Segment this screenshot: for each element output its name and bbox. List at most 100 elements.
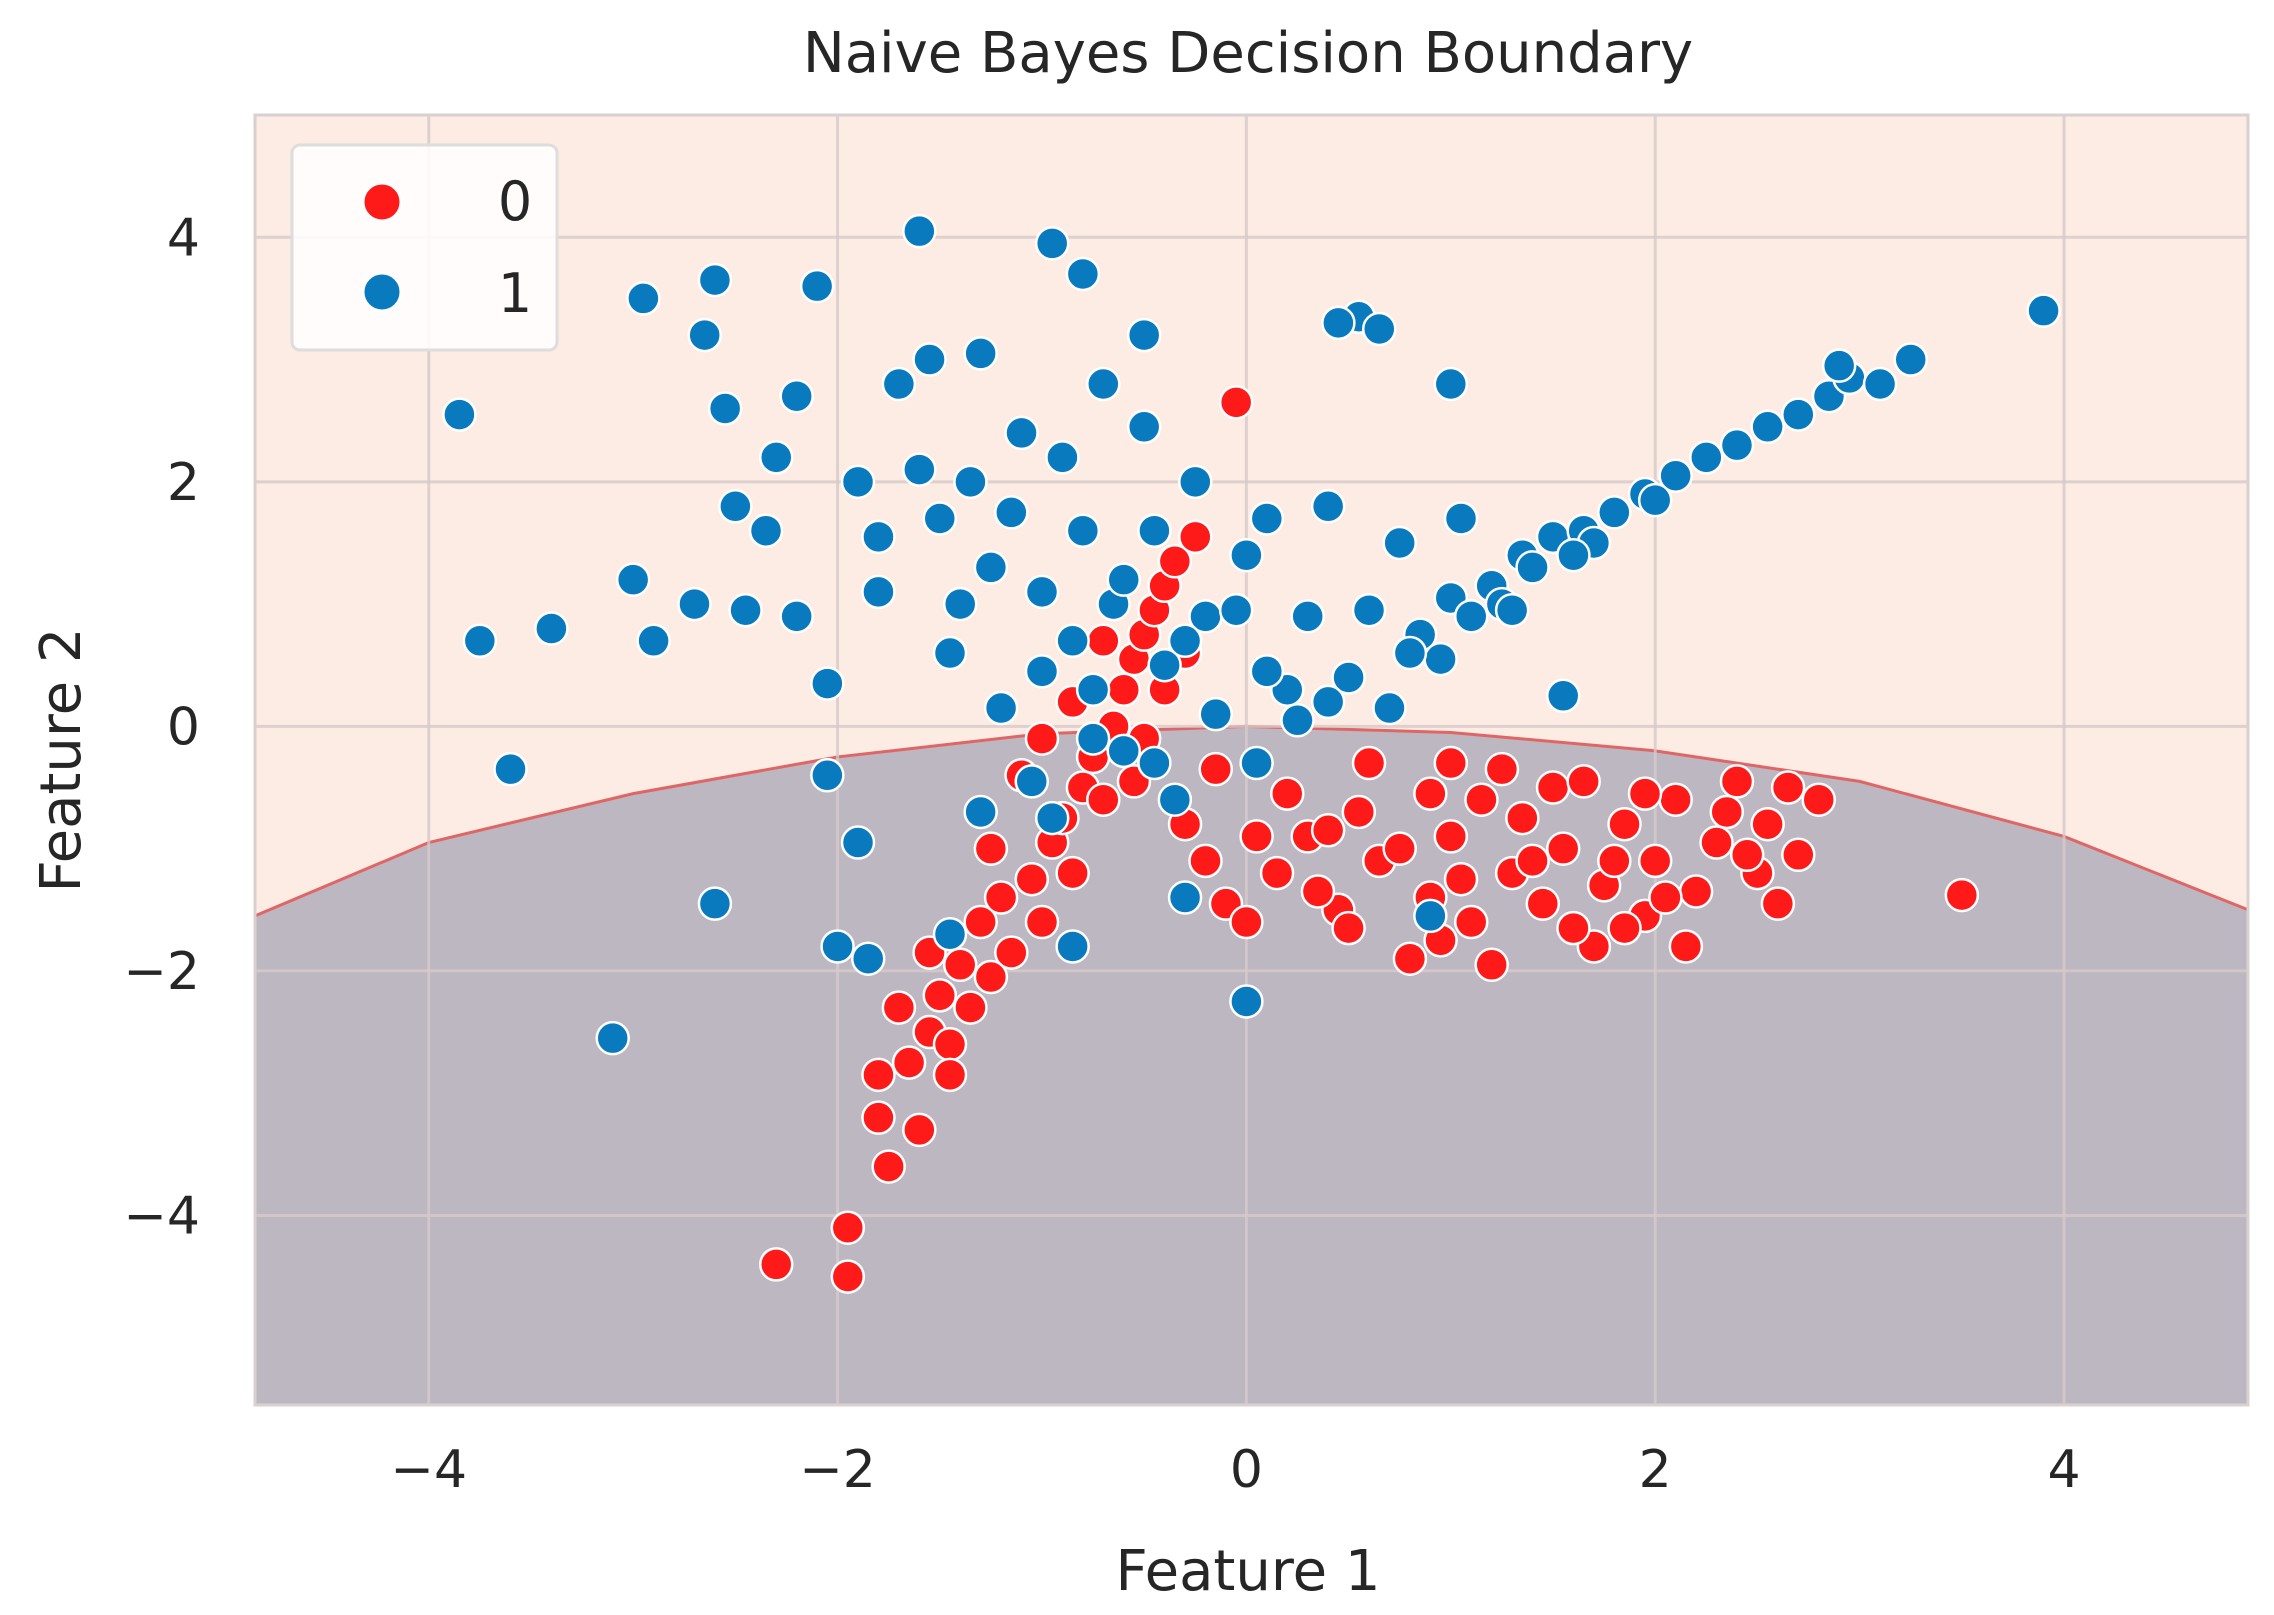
point-class-1 — [1249, 501, 1285, 536]
point-class-1 — [1024, 574, 1060, 610]
point-class-1 — [697, 886, 733, 921]
legend-label-0: 0 — [498, 170, 532, 233]
point-class-0 — [1218, 385, 1254, 420]
legend-marker-0 — [361, 181, 403, 223]
point-class-1 — [973, 550, 1009, 585]
point-class-1 — [1137, 513, 1172, 548]
point-class-1 — [912, 342, 947, 377]
point-class-0 — [1188, 843, 1223, 879]
point-class-0 — [1699, 825, 1734, 860]
point-class-1 — [1862, 366, 1898, 402]
point-class-1 — [1137, 745, 1172, 781]
point-class-1 — [758, 440, 794, 475]
point-class-1 — [1433, 366, 1469, 402]
point-class-1 — [840, 825, 876, 860]
point-class-1 — [942, 586, 978, 622]
point-class-1 — [1821, 348, 1857, 383]
point-class-0 — [1801, 782, 1836, 817]
point-class-1 — [534, 611, 569, 646]
point-class-1 — [881, 366, 917, 402]
point-class-0 — [942, 947, 978, 983]
point-class-1 — [1229, 984, 1264, 1019]
point-class-1 — [493, 751, 528, 787]
legend: 0 1 — [290, 143, 559, 352]
point-class-0 — [1944, 877, 1980, 913]
point-class-1 — [902, 452, 937, 487]
point-class-0 — [861, 1100, 896, 1135]
point-class-0 — [891, 1045, 927, 1080]
point-class-0 — [1607, 806, 1642, 842]
point-class-1 — [1014, 764, 1050, 799]
point-class-1 — [626, 281, 661, 316]
point-class-0 — [1484, 751, 1520, 787]
point-class-1 — [983, 690, 1019, 726]
point-class-1 — [1372, 690, 1407, 726]
point-class-0 — [1229, 904, 1264, 940]
point-class-0 — [1464, 782, 1499, 817]
point-class-1 — [718, 489, 753, 524]
point-class-1 — [1075, 672, 1111, 707]
x-tick-label: 0 — [1230, 1440, 1263, 1500]
point-class-0 — [1760, 886, 1796, 921]
point-class-1 — [1362, 311, 1397, 347]
x-tick-label: 2 — [1639, 1440, 1672, 1500]
point-class-1 — [1453, 599, 1489, 634]
point-class-0 — [1443, 861, 1479, 897]
point-class-1 — [1689, 440, 1724, 475]
point-class-1 — [810, 666, 845, 701]
point-class-0 — [1729, 837, 1765, 873]
point-class-0 — [973, 959, 1009, 995]
point-class-0 — [1597, 843, 1632, 879]
point-class-1 — [1167, 880, 1203, 915]
point-class-1 — [1229, 537, 1264, 573]
point-class-1 — [1198, 696, 1233, 732]
point-class-0 — [1024, 904, 1060, 940]
point-class-1 — [636, 623, 671, 659]
point-class-1 — [615, 562, 651, 597]
point-class-0 — [1310, 813, 1346, 848]
point-class-1 — [840, 464, 876, 500]
point-class-1 — [1086, 366, 1121, 402]
point-class-0 — [1178, 519, 1213, 555]
point-class-0 — [1556, 910, 1591, 946]
point-class-0 — [1239, 819, 1274, 854]
legend-box — [290, 143, 559, 352]
point-class-1 — [963, 794, 998, 830]
point-class-1 — [799, 268, 835, 304]
point-class-1 — [442, 397, 477, 432]
point-class-1 — [1443, 501, 1479, 536]
point-class-1 — [1545, 678, 1581, 714]
point-class-1 — [595, 1020, 630, 1056]
point-class-1 — [1515, 550, 1550, 585]
point-class-1 — [1004, 415, 1039, 451]
x-tick-label: 4 — [2047, 1440, 2080, 1500]
point-class-0 — [1331, 910, 1366, 946]
x-tick-label: −4 — [390, 1440, 467, 1500]
point-class-0 — [1637, 843, 1673, 879]
point-class-0 — [932, 1057, 968, 1093]
point-class-1 — [697, 262, 733, 298]
point-class-0 — [973, 831, 1009, 866]
point-class-1 — [1893, 342, 1928, 377]
point-class-1 — [963, 336, 998, 371]
x-axis-label: Feature 1 — [1115, 1539, 1380, 1604]
point-class-0 — [871, 1149, 906, 1184]
point-class-0 — [1259, 855, 1295, 891]
point-class-1 — [1157, 782, 1193, 817]
point-class-1 — [1719, 427, 1755, 463]
point-class-0 — [1351, 745, 1387, 781]
point-class-1 — [1218, 592, 1254, 628]
point-class-0 — [1270, 776, 1305, 811]
point-class-0 — [1382, 831, 1417, 866]
point-class-1 — [820, 929, 855, 964]
point-class-0 — [1607, 910, 1642, 946]
point-class-1 — [810, 758, 845, 793]
point-class-0 — [1341, 794, 1377, 830]
y-tick-label: 0 — [167, 697, 200, 757]
point-class-1 — [922, 501, 958, 536]
point-class-1 — [850, 941, 886, 976]
point-class-0 — [1535, 770, 1571, 805]
legend-marker-1 — [361, 271, 403, 313]
point-class-0 — [902, 1112, 937, 1148]
